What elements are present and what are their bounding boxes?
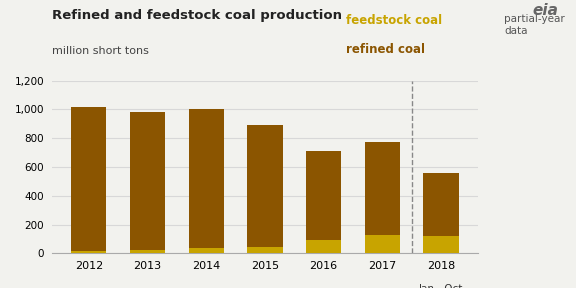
- Bar: [423, 236, 458, 253]
- Bar: [306, 151, 342, 240]
- Text: million short tons: million short tons: [52, 46, 149, 56]
- Text: refined coal: refined coal: [346, 43, 425, 56]
- Bar: [130, 250, 165, 253]
- Bar: [247, 124, 283, 247]
- Text: Refined and feedstock coal production: Refined and feedstock coal production: [52, 9, 342, 22]
- Bar: [71, 107, 107, 251]
- Bar: [188, 109, 224, 248]
- Bar: [71, 251, 107, 253]
- Bar: [365, 235, 400, 253]
- Bar: [247, 247, 283, 253]
- Bar: [130, 112, 165, 250]
- Bar: [306, 240, 342, 253]
- Text: feedstock coal: feedstock coal: [346, 14, 442, 27]
- Text: partial-year
data: partial-year data: [504, 14, 564, 36]
- Bar: [188, 248, 224, 253]
- Text: eia: eia: [533, 3, 559, 18]
- Bar: [365, 142, 400, 235]
- Bar: [423, 173, 458, 236]
- Text: Jan - Oct: Jan - Oct: [419, 284, 463, 288]
